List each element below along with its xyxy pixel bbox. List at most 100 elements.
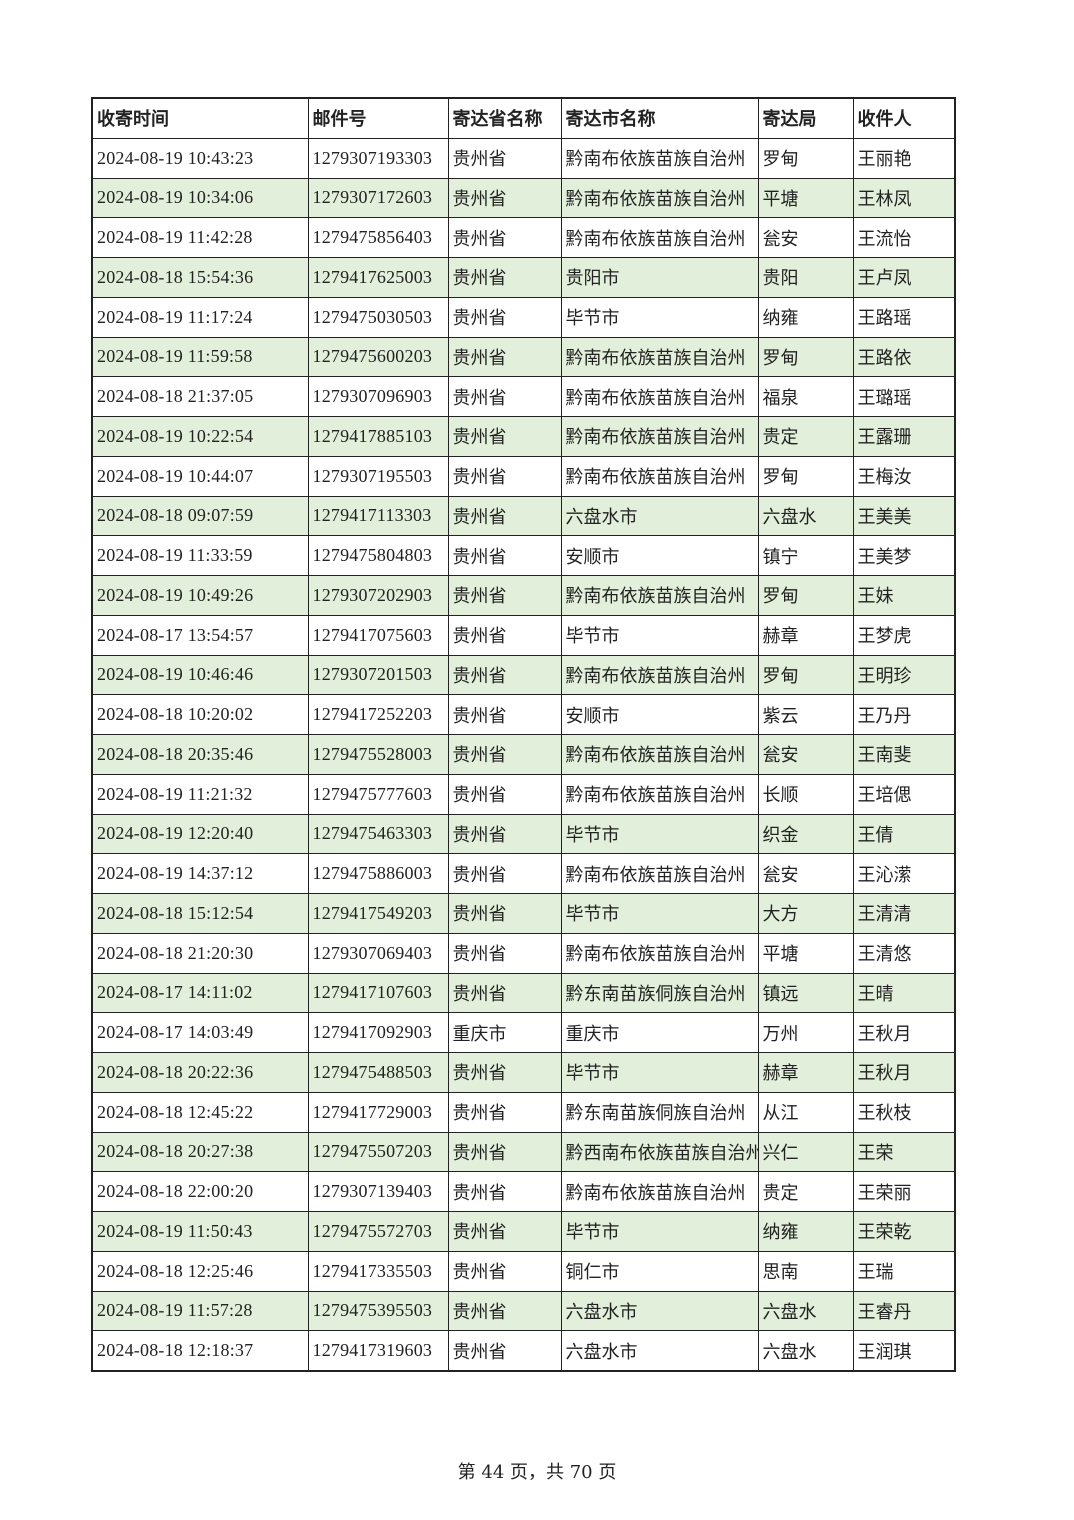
cell-time: 2024-08-17 14:11:02 (91, 972, 309, 1014)
cell-city: 黔南布依族苗族自治州 (560, 734, 759, 775)
cell-time: 2024-08-19 11:59:58 (91, 336, 309, 378)
cell-city: 黔南布依族苗族自治州 (560, 137, 759, 179)
cell-office: 思南 (757, 1250, 854, 1292)
cell-city: 黔南布依族苗族自治州 (560, 575, 759, 616)
cell-province: 贵州省 (447, 893, 562, 934)
cell-city: 黔东南苗族侗族自治州 (560, 1091, 759, 1133)
cell-province: 贵州省 (447, 336, 562, 378)
table-row: 2024-08-19 10:46:46 1279307201503 贵州省 黔南布依族… (91, 654, 956, 696)
cell-time: 2024-08-19 10:43:23 (91, 137, 309, 179)
cell-recipient: 王美梦 (852, 535, 956, 576)
table-row: 2024-08-18 15:54:36 1279417625003 贵州省 贵阳市 贵阳… (91, 257, 956, 298)
cell-office: 罗甸 (757, 336, 854, 378)
cell-time: 2024-08-19 11:17:24 (91, 296, 309, 338)
table-row: 2024-08-18 21:20:30 1279307069403 贵州省 黔南布依族… (91, 932, 956, 974)
table-row: 2024-08-18 22:00:20 1279307139403 贵州省 黔南布依族… (91, 1171, 956, 1212)
cell-time: 2024-08-19 11:33:59 (91, 535, 309, 576)
cell-province: 贵州省 (447, 495, 562, 537)
cell-province: 贵州省 (447, 1330, 562, 1372)
cell-mail-no: 1279475600203 (307, 336, 449, 378)
table-row: 2024-08-19 10:43:23 1279307193303 贵州省 黔南布依族… (91, 137, 956, 179)
cell-city: 毕节市 (560, 296, 759, 338)
table-row: 2024-08-17 14:03:49 1279417092903 重庆市 重庆市 万州… (91, 1012, 956, 1053)
table-row: 2024-08-18 09:07:59 1279417113303 贵州省 六盘水市六… (91, 495, 956, 537)
cell-office: 福泉 (757, 376, 854, 417)
cell-mail-no: 1279475572703 (307, 1211, 449, 1252)
cell-mail-no: 1279417252203 (307, 694, 449, 735)
cell-mail-no: 1279417092903 (307, 1012, 449, 1053)
table-row: 2024-08-19 11:21:32 1279475777603 贵州省 黔南布依族… (91, 773, 956, 815)
cell-city: 黔南布依族苗族自治州 (560, 416, 759, 457)
cell-office: 罗甸 (757, 654, 854, 696)
cell-city: 铜仁市 (560, 1250, 759, 1292)
cell-recipient: 王荣乾 (852, 1211, 956, 1252)
cell-office: 长顺 (757, 773, 854, 815)
cell-recipient: 王乃丹 (852, 694, 956, 735)
header-province: 寄达省名称 (447, 97, 562, 139)
cell-time: 2024-08-19 14:37:12 (91, 853, 309, 894)
table-row: 2024-08-18 10:20:02 1279417252203 贵州省 安顺市 紫云… (91, 694, 956, 735)
cell-city: 六盘水市 (560, 1330, 759, 1372)
page-number: 第 44 页，共 70 页 (457, 1462, 617, 1483)
cell-province: 贵州省 (447, 972, 562, 1014)
cell-office: 罗甸 (757, 575, 854, 616)
cell-time: 2024-08-19 10:34:06 (91, 177, 309, 219)
table-row: 2024-08-18 21:37:05 1279307096903 贵州省 黔南布依族… (91, 376, 956, 417)
table-row: 2024-08-18 12:25:46 1279417335503 贵州省 铜仁市 思南… (91, 1250, 956, 1292)
cell-recipient: 王林凤 (852, 177, 956, 219)
cell-time: 2024-08-19 10:22:54 (91, 416, 309, 457)
cell-time: 2024-08-19 10:46:46 (91, 654, 309, 696)
cell-city: 毕节市 (560, 893, 759, 934)
cell-province: 重庆市 (447, 1012, 562, 1053)
cell-recipient: 王露珊 (852, 416, 956, 457)
cell-office: 纳雍 (757, 1211, 854, 1252)
cell-office: 镇宁 (757, 535, 854, 576)
cell-mail-no: 1279475777603 (307, 773, 449, 815)
cell-office: 纳雍 (757, 296, 854, 338)
cell-province: 贵州省 (447, 853, 562, 894)
cell-province: 贵州省 (447, 1290, 562, 1332)
cell-recipient: 王瑞 (852, 1250, 956, 1292)
cell-city: 毕节市 (560, 1211, 759, 1252)
cell-city: 贵阳市 (560, 257, 759, 298)
cell-mail-no: 1279417335503 (307, 1250, 449, 1292)
cell-province: 贵州省 (447, 137, 562, 179)
cell-mail-no: 1279307202903 (307, 575, 449, 616)
cell-time: 2024-08-18 21:20:30 (91, 932, 309, 974)
cell-province: 贵州省 (447, 654, 562, 696)
cell-province: 贵州省 (447, 1250, 562, 1292)
cell-province: 贵州省 (447, 376, 562, 417)
cell-recipient: 王流怡 (852, 217, 956, 258)
cell-mail-no: 1279307172603 (307, 177, 449, 219)
cell-time: 2024-08-18 09:07:59 (91, 495, 309, 537)
cell-province: 贵州省 (447, 1171, 562, 1212)
cell-mail-no: 1279475463303 (307, 813, 449, 855)
cell-mail-no: 1279417075603 (307, 614, 449, 656)
cell-office: 织金 (757, 813, 854, 855)
table-row: 2024-08-18 20:27:38 1279475507203 贵州省 黔西南布依… (91, 1131, 956, 1173)
table-row: 2024-08-19 12:20:40 1279475463303 贵州省 毕节市 织金… (91, 813, 956, 855)
cell-province: 贵州省 (447, 455, 562, 497)
cell-mail-no: 1279307195503 (307, 455, 449, 497)
cell-province: 贵州省 (447, 1131, 562, 1173)
cell-office: 兴仁 (757, 1131, 854, 1173)
cell-time: 2024-08-19 12:20:40 (91, 813, 309, 855)
cell-mail-no: 1279475030503 (307, 296, 449, 338)
cell-time: 2024-08-19 11:21:32 (91, 773, 309, 815)
cell-province: 贵州省 (447, 813, 562, 855)
cell-office: 赫章 (757, 1052, 854, 1093)
cell-mail-no: 1279417885103 (307, 416, 449, 457)
cell-office: 六盘水 (757, 495, 854, 537)
table-row: 2024-08-19 11:33:59 1279475804803 贵州省 安顺市 镇宁… (91, 535, 956, 576)
cell-city: 黔南布依族苗族自治州 (560, 932, 759, 974)
cell-recipient: 王路依 (852, 336, 956, 378)
table-row: 2024-08-18 12:18:37 1279417319603 贵州省 六盘水市六… (91, 1330, 956, 1372)
cell-recipient: 王润琪 (852, 1330, 956, 1372)
cell-city: 黔南布依族苗族自治州 (560, 177, 759, 219)
cell-recipient: 王明珍 (852, 654, 956, 696)
cell-mail-no: 1279417113303 (307, 495, 449, 537)
table-row: 2024-08-18 20:35:46 1279475528003 贵州省 黔南布依族… (91, 734, 956, 775)
cell-office: 瓮安 (757, 217, 854, 258)
cell-mail-no: 1279475886003 (307, 853, 449, 894)
cell-recipient: 王荣丽 (852, 1171, 956, 1212)
